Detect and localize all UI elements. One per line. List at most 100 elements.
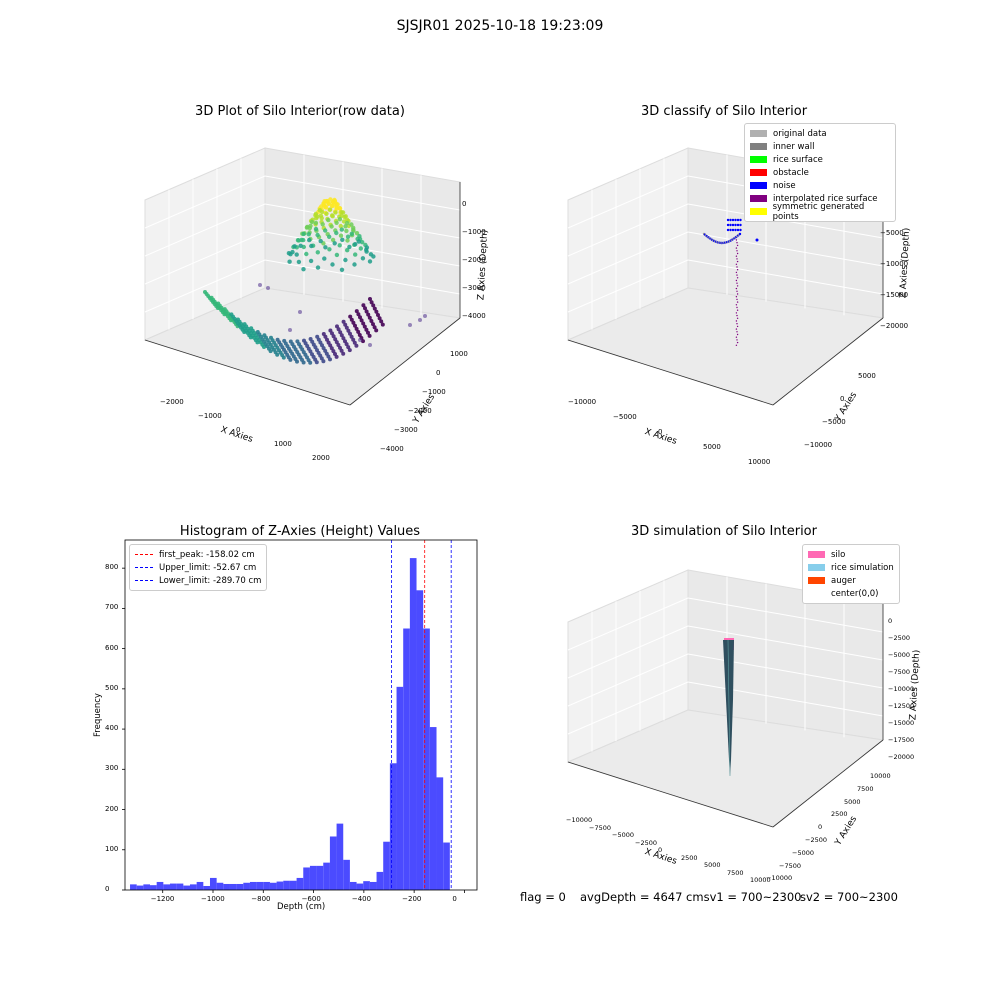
raw-point [418,318,422,322]
raw-point [345,248,350,253]
raw-point [328,357,332,362]
raw-point [356,329,361,334]
classify-point [731,218,735,222]
classify-x-tick: 10000 [748,458,771,466]
classify-point [739,228,742,232]
raw-point [334,202,339,208]
classify-point [736,282,738,284]
histogram-bar [256,881,264,890]
simulation-x-tick: −10000 [566,816,593,824]
classify-y-tick: 0 [840,395,845,403]
raw-point [371,322,375,327]
grid-line [687,653,884,689]
classify-point [736,341,739,344]
raw-point [353,252,358,257]
raw-point [321,359,326,364]
raw-point [345,217,350,222]
raw-point [326,201,332,206]
simulation-x-tick: 7500 [727,868,744,877]
classify-point [734,223,737,227]
raw-point [367,333,372,338]
raw-point [314,360,319,365]
raw-point [352,262,357,267]
histogram-bar [343,859,350,890]
raw-point [343,257,348,263]
raw-point [307,225,312,231]
histogram-bar [136,885,144,890]
histogram-title: Histogram of Z-Axies (Height) Values [179,524,421,539]
classify-point [735,320,738,322]
classify-x-tick: −5000 [613,413,637,421]
raw-point [258,283,262,287]
raw-point [351,337,356,342]
legend-entry: center(0,0) [808,587,894,600]
histogram-bar [130,884,137,890]
legend-entry: auger [808,574,894,587]
classify-point [736,242,738,244]
raw-point [353,242,358,247]
legend-swatch [750,182,767,189]
histogram-y-tick: 100 [105,844,119,853]
simulation-x-tick: 0 [658,846,663,854]
histogram-bar [376,871,384,890]
raw-point [369,300,374,305]
histogram-bar [269,882,277,890]
raw-point [339,267,345,272]
raw-point [360,256,366,261]
raw-point [376,313,380,317]
raw-point [351,320,356,325]
x-axis-line [567,339,774,406]
histogram-bar [289,880,297,890]
classify-point [735,239,738,241]
histogram-bar [423,628,430,890]
classify-y-tick: −10000 [804,441,833,449]
grid-line [567,203,689,257]
histogram-bar [409,558,417,890]
raw-y-tick: 1000 [450,350,468,358]
classify-point [736,323,738,325]
classify-point [736,293,739,295]
raw-point [340,237,345,242]
x-axis-line [567,761,774,828]
raw-point [327,234,332,239]
raw-point [344,228,349,234]
raw-point [339,213,344,218]
simulation-z-tick: −20000 [888,753,915,761]
histogram-y-tick: 500 [105,683,119,692]
legend-entry: original data [750,127,890,140]
simulation-legend: silo rice simulation auger center(0,0) [802,544,900,604]
raw-z-tick: 0 [462,200,467,208]
simulation-y-tick: 5000 [844,797,861,806]
classify-point [736,290,738,292]
grid-line [567,597,689,651]
legend-label: rice surface [773,154,823,165]
grid-line [144,259,266,313]
classify-point [736,314,738,317]
raw-x-tick: 2000 [312,454,330,462]
classify-point [736,218,740,222]
classify-point [736,331,738,333]
legend-label: auger [831,575,856,586]
histogram-y-tick: 700 [105,603,119,612]
histogram-bar [183,885,190,890]
classify-point [734,228,737,232]
classify-point [731,223,735,227]
classify-point [735,263,738,265]
raw-point [367,315,372,320]
histogram-y-tick: 300 [105,764,119,773]
classify-point [736,306,738,309]
classify-point [735,344,738,346]
raw-point [348,314,353,319]
classify-point [736,339,738,341]
histogram-bar [216,882,224,890]
raw-point [288,357,293,362]
histogram-bar [236,883,244,890]
classify-point [734,218,737,222]
raw-point [368,343,372,347]
legend-label: center(0,0) [831,588,879,599]
raw-point [345,234,351,239]
legend-label: first_peak: -158.02 cm [159,549,255,560]
classify-point [729,228,732,232]
status-avg-depth: avgDepth = 4647 cmsv1 = 700~2300 [580,890,802,904]
raw-point [338,223,343,229]
